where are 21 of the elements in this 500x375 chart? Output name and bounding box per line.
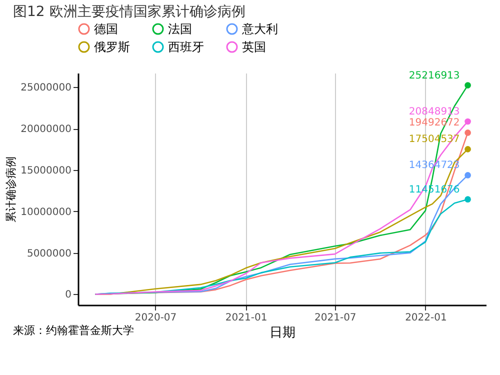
- y-tick-label: 25000000: [20, 82, 72, 94]
- legend-label: 法国: [168, 22, 192, 36]
- chart-title: 图12 欧洲主要疫情国家累计确诊病例: [13, 4, 246, 20]
- y-tick-label: 20000000: [20, 124, 72, 136]
- y-axis-title: 累计确诊病例: [4, 156, 18, 222]
- source-note: 来源：约翰霍普金斯大学: [13, 324, 134, 337]
- legend-label: 俄罗斯: [94, 40, 130, 54]
- x-tick-label: 2021-07: [314, 312, 356, 324]
- y-tick-label: 0: [65, 290, 72, 301]
- legend-label: 西班牙: [168, 40, 204, 54]
- y-tick-label: 5000000: [26, 248, 72, 260]
- data-label: 25216913: [408, 70, 460, 82]
- x-axis-title: 日期: [270, 326, 296, 340]
- y-tick-label: 10000000: [20, 206, 72, 218]
- legend-label: 意大利: [241, 22, 278, 36]
- legend-label: 德国: [94, 22, 118, 36]
- y-tick-label: 15000000: [20, 165, 72, 176]
- x-tick-label: 2021-01: [225, 312, 268, 324]
- x-tick-label: 2022-01: [405, 312, 447, 324]
- x-tick-label: 2020-07: [134, 312, 177, 324]
- legend-label: 英国: [242, 40, 266, 54]
